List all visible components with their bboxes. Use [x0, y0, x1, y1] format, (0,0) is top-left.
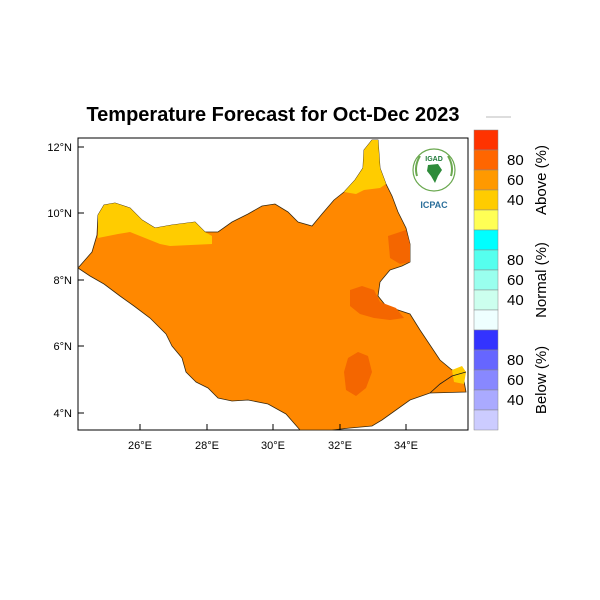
- lon-tick-label: 30°E: [261, 440, 285, 452]
- south-sudan-region: [77, 139, 467, 431]
- colorbar-swatch: [473, 349, 499, 371]
- lat-ticks: 12°N 10°N 8°N 6°N 4°N: [47, 142, 84, 420]
- colorbar-title: Normal (%): [533, 242, 550, 318]
- colorbar-swatch: [473, 169, 499, 191]
- colorbar-below: 80 60 40 Below (%): [473, 329, 550, 431]
- logo-bottom-text: ICPAC: [420, 200, 448, 210]
- laurel-icon: [415, 155, 453, 177]
- lat-tick-label: 12°N: [47, 142, 72, 154]
- colorbar-swatch: [473, 409, 499, 431]
- colorbar-swatch: [473, 369, 499, 391]
- colorbar-title: Below (%): [533, 346, 550, 414]
- colorbar-swatch: [473, 309, 499, 331]
- colorbar-tick-label: 60: [507, 272, 524, 289]
- colorbar-tick-label: 60: [507, 372, 524, 389]
- lat-tick-label: 4°N: [54, 408, 73, 420]
- border-line: [429, 371, 467, 394]
- hotspot-central-east: [350, 286, 404, 320]
- logo-top-text: IGAD: [425, 156, 443, 163]
- colorbar-tick-label: 80: [507, 252, 524, 269]
- hotspot-south: [344, 352, 372, 396]
- colorbar-tick-label: 80: [507, 152, 524, 169]
- colorbar-swatch: [473, 269, 499, 291]
- colorbar-tick-label: 80: [507, 352, 524, 369]
- colorbar-tick-label: 60: [507, 172, 524, 189]
- colorbar-swatch: [473, 229, 499, 251]
- africa-icon: [427, 164, 442, 183]
- lon-ticks: 26°E 28°E 30°E 32°E 34°E: [128, 424, 418, 452]
- colorbar-swatch: [473, 329, 499, 351]
- lat-tick-label: 8°N: [54, 275, 73, 287]
- colorbar-normal: 80 60 40 Normal (%): [473, 229, 550, 331]
- icpac-logo: IGAD ICPAC: [412, 148, 456, 210]
- lat-tick-label: 6°N: [54, 341, 73, 353]
- colorbar-above: 80 60 40 Above (%): [473, 129, 550, 231]
- hotspot-east: [388, 230, 410, 264]
- colorbar-swatch: [473, 389, 499, 411]
- lon-tick-label: 28°E: [195, 440, 219, 452]
- colorbar-tick-label: 40: [507, 192, 524, 209]
- colorbar-swatch: [473, 149, 499, 171]
- colorbar-tick-label: 40: [507, 292, 524, 309]
- lat-tick-label: 10°N: [47, 208, 72, 220]
- lon-tick-label: 26°E: [128, 440, 152, 452]
- map-title: Temperature Forecast for Oct-Dec 2023: [86, 104, 460, 126]
- colorbar-title: Above (%): [533, 145, 550, 215]
- colorbar-swatch: [473, 209, 499, 231]
- yellow-zone-northwest: [98, 203, 212, 246]
- lon-tick-label: 32°E: [328, 440, 352, 452]
- yellow-zone-northeast: [344, 140, 386, 194]
- colorbar-swatch: [473, 289, 499, 311]
- colorbar-swatch: [473, 249, 499, 271]
- yellow-zone-southeast: [452, 366, 466, 384]
- colorbar-swatch: [473, 189, 499, 211]
- lon-tick-label: 34°E: [394, 440, 418, 452]
- colorbar-tick-label: 40: [507, 392, 524, 409]
- colorbar-swatch: [473, 129, 499, 151]
